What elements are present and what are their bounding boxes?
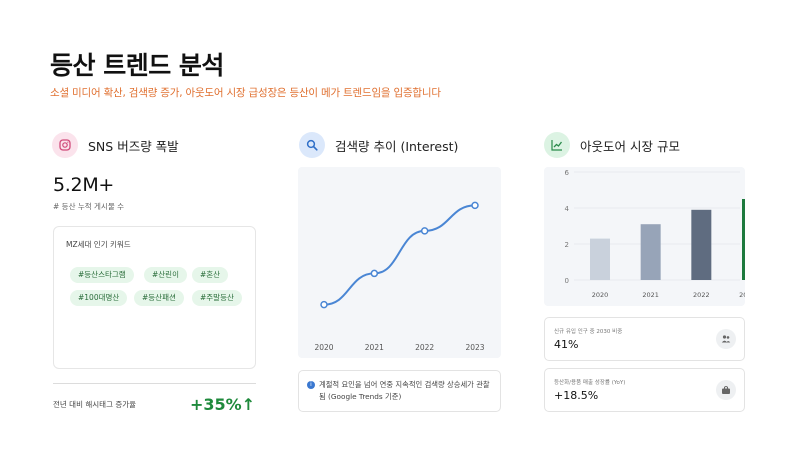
market-size-chart: 0 2 4 6 2020 2021 2022 2023(E) bbox=[565, 169, 765, 299]
search-icon bbox=[299, 132, 325, 158]
line-point bbox=[420, 227, 429, 235]
line-point bbox=[471, 201, 479, 210]
market-section-header: 아웃도어 시장 규모 bbox=[544, 131, 680, 159]
stat-value: +18.5% bbox=[554, 389, 599, 402]
line-point bbox=[370, 269, 379, 278]
stat-label: 신규 유입 인구 중 2030 비중 bbox=[554, 329, 623, 335]
keyword-tag: #등산패션 bbox=[134, 290, 184, 306]
market-section-title: 아웃도어 시장 규모 bbox=[580, 138, 680, 154]
sns-section-header: SNS 버즈량 폭발 bbox=[52, 131, 179, 159]
sns-post-count: 5.2M+ bbox=[53, 174, 115, 196]
bar bbox=[691, 209, 712, 280]
sns-section-title: SNS 버즈량 폭발 bbox=[88, 138, 179, 154]
section-divider bbox=[53, 383, 256, 384]
search-section-title: 검색량 추이 (Interest) bbox=[335, 138, 459, 154]
x-tick-label: 2020 bbox=[314, 343, 333, 352]
x-tick-label: 2021 bbox=[365, 343, 384, 352]
keyword-card-title: MZ세대 인기 키워드 bbox=[66, 240, 131, 249]
search-trend-line bbox=[323, 204, 476, 306]
stat-label: 등산화/용품 매출 성장률 (YoY) bbox=[554, 380, 626, 386]
instagram-icon bbox=[52, 132, 78, 158]
keyword-tag: #100대명산 bbox=[70, 290, 128, 306]
line-point bbox=[320, 300, 328, 309]
search-trend-chart: 2020 2021 2022 2023 bbox=[314, 201, 485, 352]
x-tick-label: 2020 bbox=[592, 291, 609, 299]
keyword-tag: #주말등산 bbox=[192, 290, 242, 306]
x-tick-label: 2022 bbox=[415, 343, 434, 352]
stat-value: 41% bbox=[554, 338, 579, 351]
y-tick-label: 4 bbox=[565, 205, 570, 213]
stat-card-2030-share: 신규 유입 인구 중 2030 비중 41% bbox=[544, 317, 745, 361]
trend-chart-icon bbox=[544, 132, 570, 158]
people-icon bbox=[716, 329, 736, 349]
page-subtitle: 소셜 미디어 확산, 검색량 증가, 아웃도어 시장 급성장은 등산이 메가 트… bbox=[50, 87, 441, 99]
search-trend-chart-card: 2020 2021 2022 2023 bbox=[298, 167, 501, 358]
x-tick-label: 2023(E) bbox=[739, 291, 745, 299]
info-icon: i bbox=[307, 381, 315, 389]
keyword-tag: #등산스타그램 bbox=[70, 267, 134, 283]
sns-post-count-label: # 등산 누적 게시물 수 bbox=[53, 202, 125, 211]
search-note-box: i 계절적 요인을 넘어 연중 지속적인 검색량 상승세가 관찰됨 (Googl… bbox=[298, 370, 501, 412]
keyword-tag: #혼산 bbox=[192, 267, 229, 283]
hashtag-growth-value: +35%↑ bbox=[190, 395, 256, 414]
x-tick-label: 2022 bbox=[693, 291, 710, 299]
x-tick-label: 2021 bbox=[642, 291, 659, 299]
bar bbox=[590, 238, 610, 280]
bar bbox=[640, 224, 661, 280]
keyword-tag: #산린이 bbox=[144, 267, 187, 283]
search-note-text: 계절적 요인을 넘어 연중 지속적인 검색량 상승세가 관찰됨 (Google … bbox=[319, 380, 490, 401]
stat-card-sales-growth: 등산화/용품 매출 성장률 (YoY) +18.5% bbox=[544, 368, 745, 412]
y-tick-label: 0 bbox=[565, 277, 569, 285]
keyword-card: MZ세대 인기 키워드 #등산스타그램 #산린이 #혼산 #100대명산 #등산… bbox=[53, 226, 256, 369]
bar bbox=[742, 199, 762, 280]
search-section-header: 검색량 추이 (Interest) bbox=[299, 131, 458, 159]
bag-icon bbox=[716, 380, 736, 400]
x-tick-label: 2023 bbox=[465, 343, 484, 352]
page-title: 등산 트렌드 분석 bbox=[50, 51, 224, 80]
market-size-chart-card: 0 2 4 6 2020 2021 2022 2023(E) bbox=[544, 167, 765, 306]
y-tick-label: 6 bbox=[565, 169, 570, 177]
y-tick-label: 2 bbox=[565, 241, 569, 249]
hashtag-growth-label: 전년 대비 해시태그 증가율 bbox=[53, 400, 137, 409]
